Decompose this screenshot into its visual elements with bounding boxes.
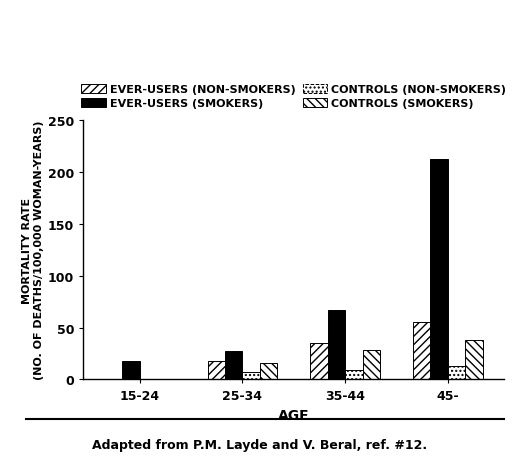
Bar [431,160,448,380]
Bar [207,361,225,380]
Text: Adapted from P.M. Layde and V. Beral, ref. #12.: Adapted from P.M. Layde and V. Beral, re… [93,438,427,451]
Bar [260,363,277,380]
Bar [310,344,328,380]
Bar [242,372,260,380]
Bar [465,340,483,380]
Legend: EVER-USERS (NON-SMOKERS), EVER-USERS (SMOKERS), CONTROLS (NON-SMOKERS), CONTROLS: EVER-USERS (NON-SMOKERS), EVER-USERS (SM… [78,81,510,112]
Bar [448,366,465,380]
Bar [413,323,431,380]
Bar [122,361,140,380]
Bar [345,370,362,380]
Bar [225,352,242,380]
Bar [362,350,380,380]
X-axis label: AGE: AGE [278,408,309,423]
Y-axis label: MORTALITY RATE
(NO. OF DEATHS/100,000 WOMAN-YEARS): MORTALITY RATE (NO. OF DEATHS/100,000 WO… [22,120,44,380]
Bar [328,310,345,380]
